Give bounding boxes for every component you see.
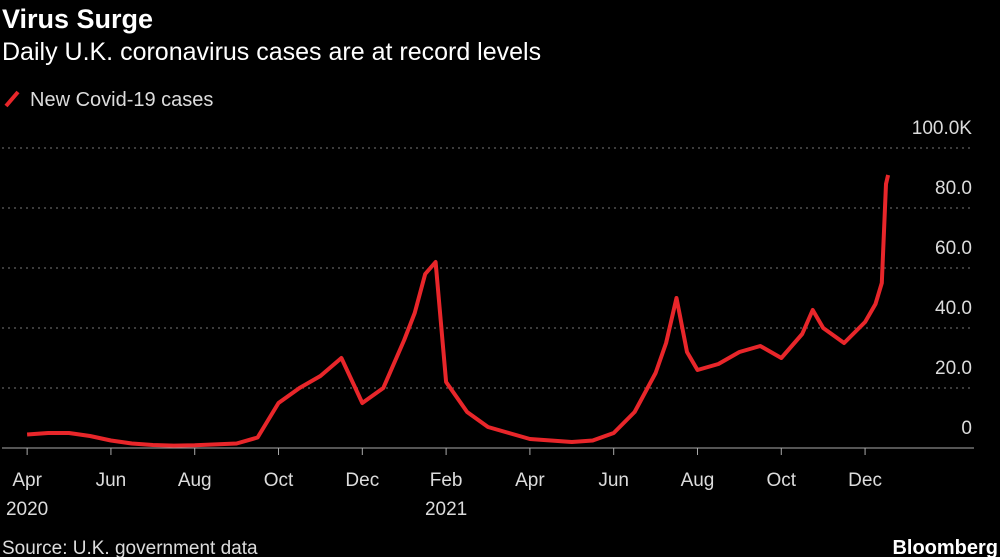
x-tick-label: Jun bbox=[96, 470, 127, 491]
legend-swatch bbox=[4, 90, 20, 108]
x-tick-label: Aug bbox=[178, 470, 212, 491]
y-tick-label: 60.0 bbox=[935, 238, 972, 259]
x-tick-label: Feb bbox=[430, 470, 463, 491]
brand: Bloomberg bbox=[892, 537, 998, 557]
y-tick-label: 20.0 bbox=[935, 358, 972, 379]
x-tick-label: Aug bbox=[681, 470, 715, 491]
legend-label: New Covid-19 cases bbox=[30, 89, 213, 111]
x-tick-label: Apr bbox=[515, 470, 545, 491]
y-tick-label: 0 bbox=[961, 418, 972, 439]
source: Source: U.K. government data bbox=[2, 538, 258, 557]
x-tick-label: Jun bbox=[598, 470, 629, 491]
y-tick-label: 100.0K bbox=[912, 118, 973, 139]
y-tick-label: 80.0 bbox=[935, 178, 972, 199]
x-tick-label: Oct bbox=[766, 470, 796, 491]
chart-title: Virus Surge bbox=[2, 4, 153, 34]
x-tick-label: Apr bbox=[12, 470, 42, 491]
x-year-label: 2020 bbox=[6, 499, 48, 520]
chart-subtitle: Daily U.K. coronavirus cases are at reco… bbox=[2, 38, 541, 66]
x-tick-label: Dec bbox=[848, 470, 882, 491]
x-tick-label: Dec bbox=[345, 470, 379, 491]
y-tick-label: 40.0 bbox=[935, 298, 972, 319]
x-tick-label: Oct bbox=[264, 470, 294, 491]
x-year-label: 2021 bbox=[425, 499, 467, 520]
series-line bbox=[26, 174, 891, 448]
